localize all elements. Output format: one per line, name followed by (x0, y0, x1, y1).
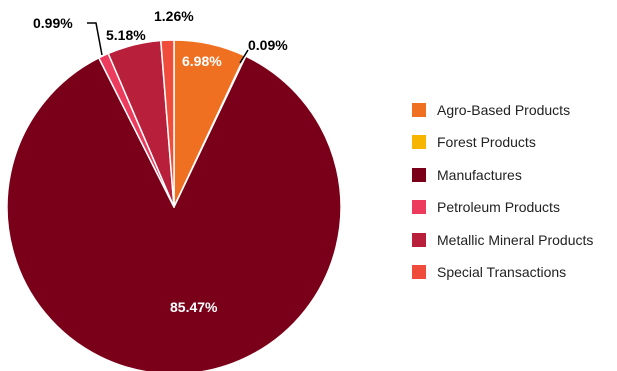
legend-swatch (412, 102, 426, 117)
legend-label: Special Transactions (437, 264, 567, 280)
data-label-special-transactions: 1.26% (154, 8, 194, 24)
data-label-agro-based-products: 6.98% (182, 53, 222, 69)
label-leader-line (239, 49, 249, 64)
legend-label: Manufactures (437, 166, 522, 183)
legend-label: Petroleum Products (437, 199, 560, 215)
data-label-petroleum-products: 0.99% (33, 15, 73, 31)
data-label-metallic-mineral-products: 5.18% (106, 27, 146, 43)
legend-item: Agro-Based Products (412, 99, 617, 120)
legend: Agro-Based Products Forest Products Manufa… (412, 99, 617, 294)
legend-item: Petroleum Products (412, 197, 617, 218)
data-label-manufactures: 85.47% (170, 299, 218, 315)
legend-swatch (412, 200, 426, 214)
legend-swatch (412, 167, 426, 182)
legend-item: Manufactures (412, 164, 617, 185)
legend-swatch (412, 265, 426, 279)
label-leader-line (87, 22, 103, 56)
legend-swatch (412, 232, 426, 247)
pie-slice-special-transactions (160, 39, 175, 208)
data-label-forest-products: 0.09% (248, 37, 288, 53)
legend-item: Special Transactions (412, 262, 617, 283)
legend-item: Metallic Mineral Products (412, 229, 617, 250)
pie-slice-manufactures (6, 55, 342, 371)
legend-label: Forest Products (437, 134, 536, 150)
legend-item: Forest Products (412, 132, 617, 153)
legend-label: Metallic Mineral Products (437, 231, 594, 248)
legend-swatch (412, 135, 426, 149)
legend-label: Agro-Based Products (437, 101, 571, 118)
